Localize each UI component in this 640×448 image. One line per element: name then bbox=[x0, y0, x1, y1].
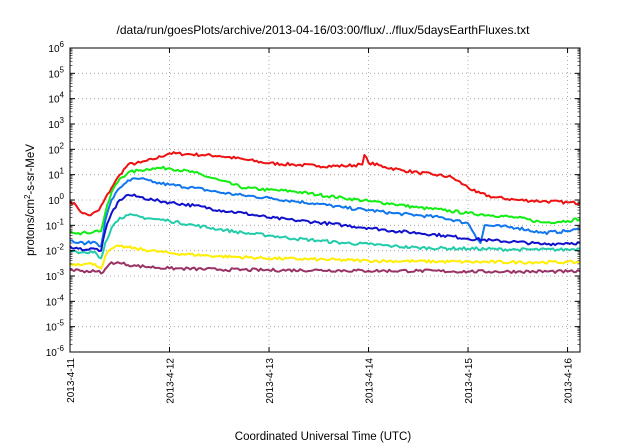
x-tick-labels: 2013-4-11 2013-4-12 2013-4-13 2013-4-14 2013… bbox=[66, 358, 575, 404]
series-line-4 bbox=[69, 193, 581, 252]
y-tick-base: 10 bbox=[46, 272, 58, 283]
y-tick-label: 103 bbox=[48, 116, 64, 131]
y-tick-base: 10 bbox=[48, 120, 60, 131]
series-layer bbox=[69, 151, 581, 275]
y-tick-base: 10 bbox=[48, 95, 60, 106]
x-tick-label: 2013-4-13 bbox=[265, 358, 276, 404]
series-line-1 bbox=[69, 151, 581, 217]
y-tick-base: 10 bbox=[48, 69, 60, 80]
y-tick-base: 10 bbox=[46, 247, 58, 258]
y-tick-label: 100 bbox=[48, 192, 64, 207]
y-axis-label-base: protons/cm bbox=[25, 199, 37, 256]
y-tick-exponent: -2 bbox=[57, 243, 65, 252]
y-tick-label: 10-6 bbox=[46, 344, 65, 359]
ticks bbox=[69, 47, 580, 353]
y-tick-base: 10 bbox=[46, 297, 58, 308]
y-tick-base: 10 bbox=[48, 171, 60, 182]
y-tick-exponent: 1 bbox=[60, 167, 65, 176]
x-tick-label: 2013-4-15 bbox=[464, 358, 475, 404]
series-line-6 bbox=[69, 244, 581, 270]
y-tick-exponent: -4 bbox=[57, 293, 65, 302]
y-tick-exponent: 3 bbox=[60, 116, 65, 125]
y-axis-label-rest: -s-sr-MeV bbox=[25, 144, 37, 195]
y-tick-exponent: -5 bbox=[57, 319, 65, 328]
y-tick-label: 106 bbox=[48, 40, 64, 55]
x-tick-label: 2013-4-11 bbox=[66, 358, 77, 403]
y-tick-label: 10-4 bbox=[46, 293, 65, 308]
series-line-3 bbox=[69, 177, 581, 248]
series-line-7 bbox=[69, 261, 581, 275]
y-tick-exponent: -6 bbox=[57, 344, 65, 353]
y-tick-base: 10 bbox=[46, 348, 58, 359]
y-tick-base: 10 bbox=[46, 221, 58, 232]
y-tick-label: 10-3 bbox=[46, 268, 65, 283]
x-axis-label: Coordinated Universal Time (UTC) bbox=[235, 431, 412, 443]
y-axis-label: protons/cm2-s-sr-MeV bbox=[23, 144, 38, 256]
x-tick-label: 2013-4-14 bbox=[365, 358, 376, 404]
y-tick-label: 10-5 bbox=[46, 319, 65, 334]
y-tick-base: 10 bbox=[48, 196, 60, 207]
y-tick-label: 10-2 bbox=[46, 243, 65, 258]
y-tick-label: 10-1 bbox=[46, 217, 65, 232]
y-axis-label-sup: 2 bbox=[23, 194, 32, 199]
y-tick-exponent: 6 bbox=[60, 40, 65, 49]
y-tick-label: 104 bbox=[48, 91, 64, 106]
y-tick-labels: 10-610-510-410-310-210-11001011021031041… bbox=[46, 40, 65, 359]
y-tick-exponent: -1 bbox=[57, 217, 65, 226]
y-tick-base: 10 bbox=[46, 323, 58, 334]
series-line-2 bbox=[69, 165, 581, 236]
y-tick-exponent: 5 bbox=[60, 65, 65, 74]
y-tick-label: 105 bbox=[48, 65, 64, 80]
y-tick-base: 10 bbox=[48, 145, 60, 156]
y-tick-exponent: -3 bbox=[57, 268, 65, 277]
y-tick-label: 102 bbox=[48, 141, 64, 156]
y-tick-exponent: 2 bbox=[60, 141, 65, 150]
chart-title: /data/run/goesPlots/archive/2013-04-16/0… bbox=[117, 23, 531, 37]
x-tick-label: 2013-4-12 bbox=[166, 358, 177, 404]
y-tick-label: 101 bbox=[48, 167, 64, 182]
y-tick-base: 10 bbox=[48, 44, 60, 55]
x-tick-label: 2013-4-16 bbox=[564, 358, 575, 404]
series-line-5 bbox=[69, 213, 581, 260]
y-tick-exponent: 4 bbox=[60, 91, 65, 100]
y-tick-exponent: 0 bbox=[60, 192, 65, 201]
